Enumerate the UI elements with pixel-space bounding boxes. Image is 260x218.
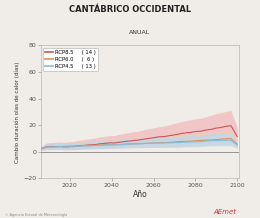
Title: ANUAL: ANUAL bbox=[129, 30, 151, 35]
Legend: RCP8.5     ( 14 ), RCP6.0     (  6 ), RCP4.5     ( 13 ): RCP8.5 ( 14 ), RCP6.0 ( 6 ), RCP4.5 ( 13… bbox=[43, 48, 98, 71]
Y-axis label: Cambio duración olas de calor (días): Cambio duración olas de calor (días) bbox=[15, 61, 21, 163]
Text: © Agencia Estatal de Meteorología: © Agencia Estatal de Meteorología bbox=[5, 213, 67, 217]
Text: AEmet: AEmet bbox=[213, 209, 236, 215]
X-axis label: Año: Año bbox=[133, 190, 147, 199]
Text: CANTÁBRICO OCCIDENTAL: CANTÁBRICO OCCIDENTAL bbox=[69, 5, 191, 14]
